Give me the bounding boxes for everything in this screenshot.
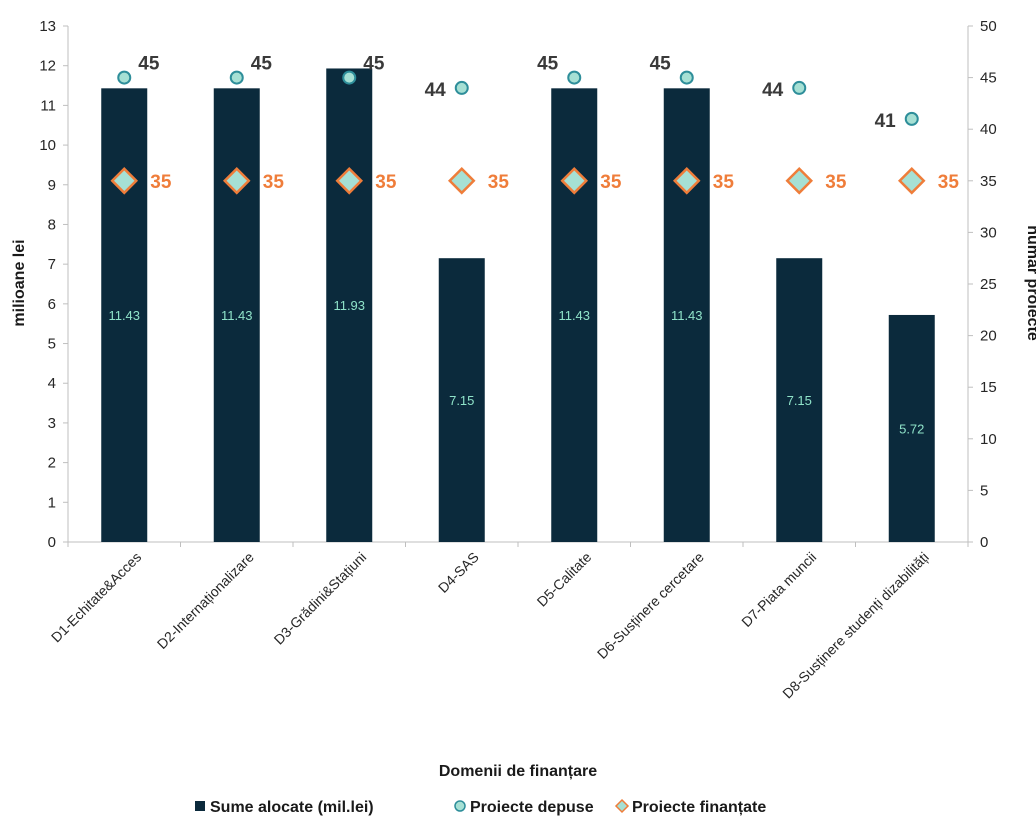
depuse-point (229, 70, 244, 85)
bar (888, 314, 935, 542)
y-tick-label: 3 (48, 415, 56, 432)
y-tick-label: 1 (48, 494, 56, 511)
legend-bar-swatch (195, 801, 205, 811)
y2-tick-label: 50 (980, 18, 997, 35)
x-tick-label: D5-Calitate (534, 549, 595, 610)
legend-bar-label: Sume alocate (mil.lei) (210, 799, 374, 816)
y-tick-label: 2 (48, 455, 56, 472)
y2-tick-label: 25 (980, 276, 997, 293)
depuse-value-label: 44 (425, 80, 447, 101)
depuse-value-label: 44 (762, 80, 784, 101)
finantate-point (785, 167, 814, 195)
depuse-point (454, 80, 469, 95)
finantate-value-label: 35 (825, 172, 847, 193)
bar-value-label: 11.43 (221, 308, 253, 323)
legend: Sume alocate (mil.lei) Proiecte depuse Pro… (195, 798, 766, 816)
x-tick-label: D3-Grădini&Stațiuni (271, 549, 370, 648)
bar-value-label: 7.15 (787, 393, 812, 408)
depuse-point (792, 80, 807, 95)
finantate-point (897, 167, 926, 195)
y-tick-label: 13 (39, 18, 56, 35)
y-tick-label: 6 (48, 296, 56, 313)
finantate-value-label: 35 (600, 172, 622, 193)
finantate-point (222, 167, 251, 195)
bar (101, 88, 148, 542)
depuse-point (904, 111, 919, 126)
finantate-value-label: 35 (488, 172, 510, 193)
y2-tick-label: 35 (980, 173, 997, 190)
x-tick-label: D6-Susținere cercetare (594, 549, 707, 662)
x-tick-label: D7-Piata muncii (738, 549, 819, 630)
legend-depuse-swatch (454, 800, 466, 812)
y2-tick-label: 40 (980, 121, 997, 138)
bar (326, 68, 373, 543)
bar-value-label: 5.72 (899, 421, 924, 436)
plot-area: 0123456789101112130510152025303540455011… (39, 18, 996, 702)
x-axis-title: Domenii de finanțare (439, 763, 597, 780)
depuse-value-label: 45 (363, 54, 385, 75)
x-tick-label: D2-Internaționalizare (154, 549, 257, 652)
legend-finantate-label: Proiecte finanțate (632, 799, 766, 816)
bar (663, 88, 710, 542)
finantate-point (447, 167, 476, 195)
y2-tick-label: 20 (980, 328, 997, 345)
depuse-value-label: 45 (251, 54, 273, 75)
y-tick-label: 9 (48, 177, 56, 194)
y-tick-label: 5 (48, 336, 56, 353)
x-tick-label: D4-SAS (435, 549, 482, 596)
bar (213, 88, 260, 542)
y2-tick-label: 15 (980, 379, 997, 396)
finantate-point (560, 167, 589, 195)
y2-tick-label: 30 (980, 224, 997, 241)
y2-axis-title: număr proiecte (1024, 225, 1036, 341)
y2-tick-label: 45 (980, 70, 997, 87)
y2-tick-label: 0 (980, 534, 988, 551)
y2-tick-label: 10 (980, 431, 997, 448)
depuse-value-label: 45 (537, 54, 559, 75)
y-tick-label: 8 (48, 216, 56, 233)
depuse-value-label: 45 (650, 54, 672, 75)
depuse-point (567, 70, 582, 85)
legend-finantate-swatch (614, 798, 630, 814)
finantate-point (335, 167, 364, 195)
finantate-value-label: 35 (938, 172, 960, 193)
bar (438, 258, 485, 542)
depuse-value-label: 41 (875, 111, 897, 132)
y2-tick-label: 5 (980, 482, 988, 499)
finantate-point (110, 167, 139, 195)
finantate-point (672, 167, 701, 195)
y-tick-label: 11 (40, 97, 56, 114)
bar (776, 258, 823, 542)
bar-value-label: 11.43 (108, 308, 140, 323)
depuse-point (679, 70, 694, 85)
legend-depuse-label: Proiecte depuse (470, 799, 594, 816)
bar (551, 88, 598, 542)
finantate-value-label: 35 (263, 172, 285, 193)
bar-value-label: 7.15 (449, 393, 474, 408)
x-tick-label: D1-Echitate&Acces (48, 549, 145, 646)
y-axis-title: milioane lei (11, 239, 28, 326)
finantate-value-label: 35 (375, 172, 397, 193)
depuse-point (342, 70, 357, 85)
depuse-value-label: 45 (138, 54, 160, 75)
y-tick-label: 10 (39, 137, 56, 154)
y-tick-label: 4 (48, 375, 56, 392)
bar-value-label: 11.43 (671, 308, 703, 323)
bar-value-label: 11.93 (333, 298, 365, 313)
finantate-value-label: 35 (713, 172, 735, 193)
y-tick-label: 12 (39, 58, 56, 75)
y-tick-label: 7 (48, 256, 56, 273)
depuse-point (117, 70, 132, 85)
finantate-value-label: 35 (150, 172, 172, 193)
y-tick-label: 0 (48, 534, 56, 551)
bar-value-label: 11.43 (558, 308, 590, 323)
